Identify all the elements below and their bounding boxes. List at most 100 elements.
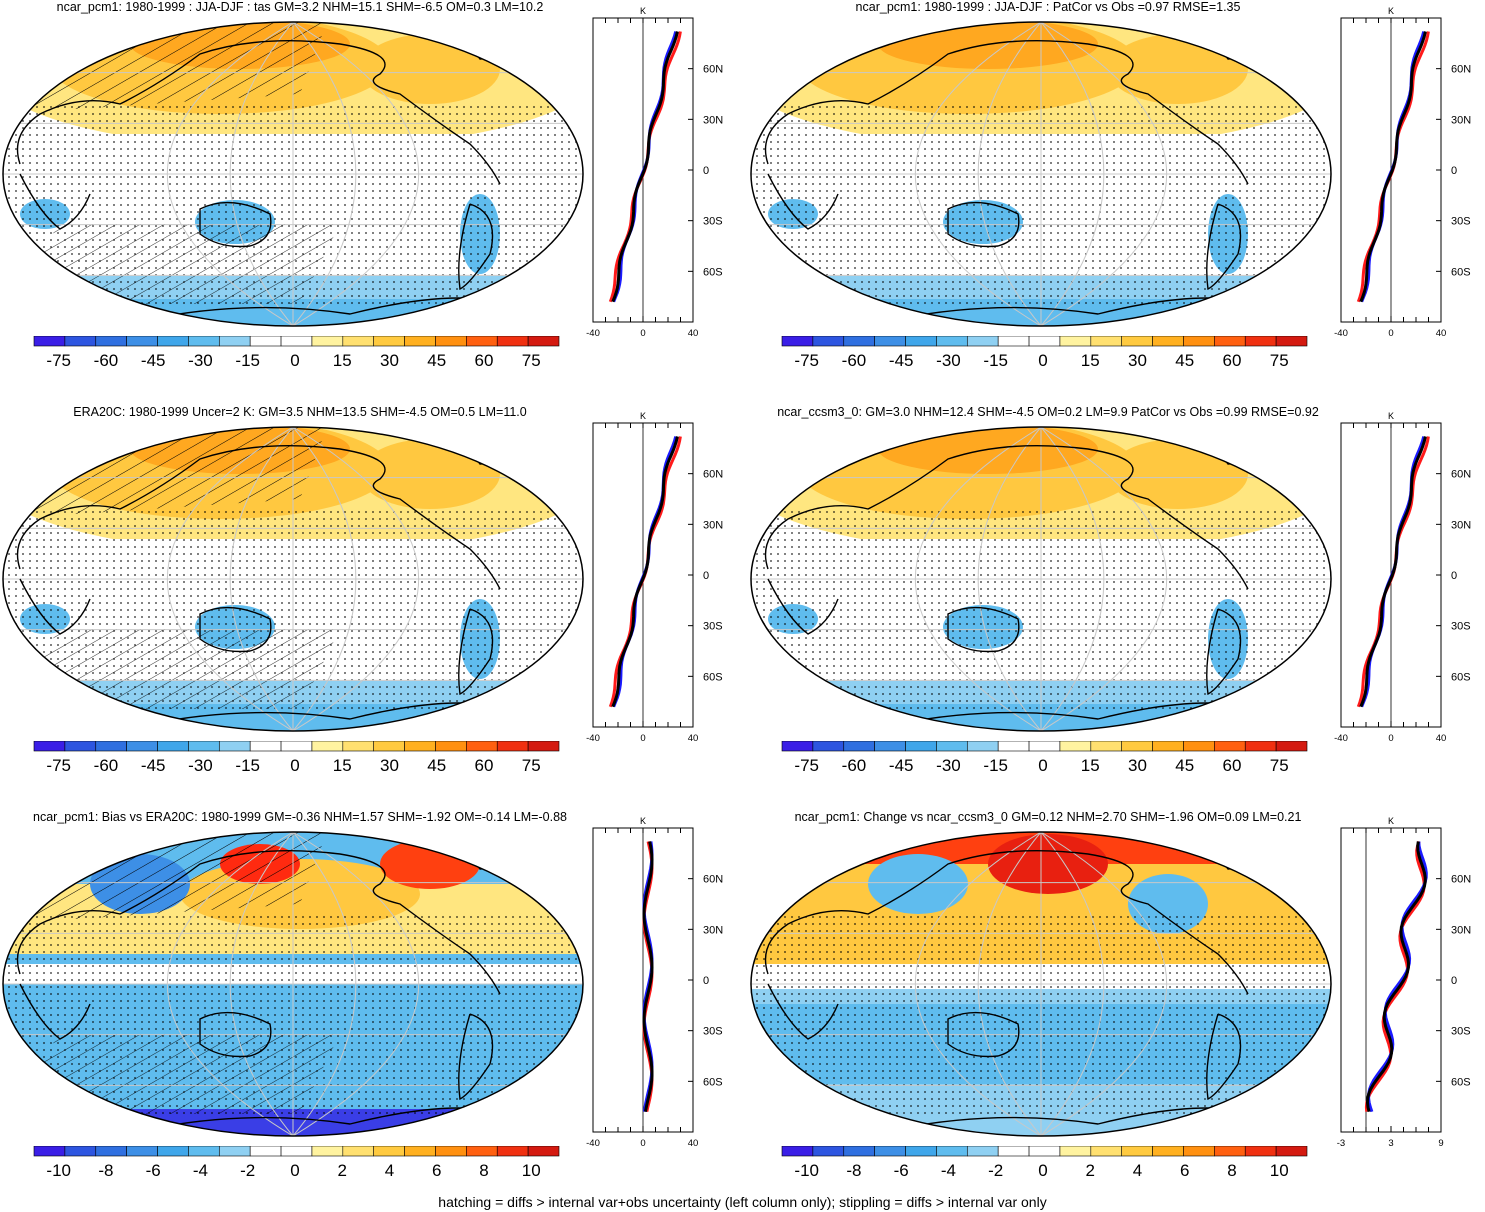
x-tick-label: -40 (586, 733, 600, 744)
y-tick-label: 30S (703, 216, 723, 228)
longitude-line (292, 22, 357, 326)
colorbar-cell (1028, 336, 1061, 347)
colorbar: -75 -60 -45 -30 -15 0 15 30 45 60 75 (781, 741, 1308, 775)
colorbar-label: 10 (522, 1161, 541, 1180)
coastline-eurasia-americas (764, 39, 1249, 185)
colorbar-cell (435, 336, 467, 347)
colorbar-label: -8 (98, 1161, 113, 1180)
coastline-africa (767, 983, 839, 1040)
colorbar: -10 -8 -6 -4 -2 0 2 4 6 8 10 (33, 1146, 560, 1180)
x-tick-label: -40 (586, 1138, 600, 1149)
colorbar-label: -45 (889, 351, 914, 370)
colorbar-cell (249, 336, 282, 347)
colorbar-cell (157, 336, 189, 347)
colorbar-label: 75 (1270, 756, 1289, 775)
colorbar-label: 0 (1038, 1161, 1047, 1180)
y-tick-label: 30N (703, 114, 723, 126)
graticule (751, 832, 1331, 1136)
colorbar-cell (280, 336, 313, 347)
longitude-line (915, 22, 1042, 326)
y-tick-label: 0 (703, 165, 709, 177)
panel-title: ncar_pcm1: Change vs ncar_ccsm3_0 GM=0.1… (794, 810, 1302, 824)
colorbar-label: 30 (380, 351, 399, 370)
colorbar-cell (33, 741, 66, 752)
coastline-australia (199, 1011, 272, 1058)
y-tick-label: 60N (1451, 874, 1471, 886)
colorbar-label: 6 (432, 1161, 441, 1180)
colorbar-label: 15 (333, 756, 352, 775)
map-field (751, 832, 1331, 1136)
coastline-samerica (1206, 1013, 1242, 1101)
colorbar-label: -6 (894, 1161, 909, 1180)
colorbar-cell (781, 336, 814, 347)
x-tick-label: 0 (640, 328, 645, 339)
colorbar-cell (280, 741, 313, 752)
longitude-line (1040, 427, 1167, 731)
colorbar-label: 30 (1128, 351, 1147, 370)
colorbar-cell (781, 1146, 814, 1157)
y-tick-label: 60N (1451, 469, 1471, 481)
colorbar-label: -6 (146, 1161, 161, 1180)
x-tick-label: 0 (640, 733, 645, 744)
graticule (3, 832, 583, 1136)
coastline-samerica (1206, 203, 1242, 291)
colorbar-label: 10 (1270, 1161, 1289, 1180)
colorbar-cell (1152, 741, 1184, 752)
y-tick-label: 30S (1451, 621, 1471, 633)
panel-title: ncar_pcm1: Bias vs ERA20C: 1980-1999 GM=… (33, 810, 567, 824)
colorbar-label: 6 (1180, 1161, 1189, 1180)
colorbar-label: 15 (333, 351, 352, 370)
zonal-profile: K -3 3 9 60N 30N 0 30S 60S (1337, 816, 1471, 1149)
map-border (2, 21, 584, 327)
profile-series-line (611, 31, 679, 303)
y-tick-label: 30N (1451, 114, 1471, 126)
colorbar-cell (812, 336, 845, 347)
longitude-line (167, 22, 294, 326)
coastline-samerica (1206, 608, 1242, 696)
colorbar-label: 15 (1081, 756, 1100, 775)
y-tick-label: 30S (1451, 216, 1471, 228)
map (750, 21, 1332, 327)
colorbar-label: -60 (842, 756, 867, 775)
colorbar: -75 -60 -45 -30 -15 0 15 30 45 60 75 (33, 741, 560, 775)
y-tick-label: 60N (703, 874, 723, 886)
map-field (751, 427, 1331, 731)
colorbar-label: 8 (1227, 1161, 1236, 1180)
zonal-profile: K -40 0 40 60N 30N 0 30S 60S (1334, 411, 1471, 744)
y-tick-label: 30N (703, 519, 723, 531)
colorbar-cell (936, 1146, 968, 1157)
colorbar-cell (843, 741, 875, 752)
y-tick-label: 30N (1451, 924, 1471, 936)
colorbar-label: -15 (235, 756, 260, 775)
colorbar-cell (157, 741, 189, 752)
coastline-antarctica (897, 1107, 1229, 1130)
longitude-line (1040, 427, 1105, 731)
x-tick-label: 0 (1388, 328, 1393, 339)
colorbar-cell (1275, 336, 1308, 347)
x-tick-label: 0 (640, 1138, 645, 1149)
y-tick-label: 0 (703, 570, 709, 582)
colorbar-cell (874, 741, 906, 752)
graticule (751, 427, 1331, 731)
colorbar-label: -45 (889, 756, 914, 775)
longitude-line (1040, 832, 1105, 1136)
colorbar-cell (311, 1146, 344, 1157)
colorbar-label: -2 (240, 1161, 255, 1180)
longitude-line (1040, 832, 1167, 1136)
longitude-line (292, 832, 357, 1136)
hatching-south (3, 224, 340, 304)
hatching-south (3, 629, 340, 709)
colorbar-cell (1275, 741, 1308, 752)
colorbar-cell (1090, 336, 1123, 347)
longitude-line (915, 832, 1042, 1136)
x-tick-label: -40 (1334, 328, 1348, 339)
colorbar-cell (157, 1146, 189, 1157)
y-tick-label: 60N (703, 469, 723, 481)
profile-unit: K (1388, 411, 1394, 421)
colorbar-cell (95, 741, 127, 752)
colorbar-cell (936, 741, 968, 752)
colorbar-cell (874, 336, 906, 347)
colorbar-label: 0 (290, 351, 299, 370)
colorbar-cell (966, 741, 999, 752)
colorbar-cell (1121, 741, 1153, 752)
